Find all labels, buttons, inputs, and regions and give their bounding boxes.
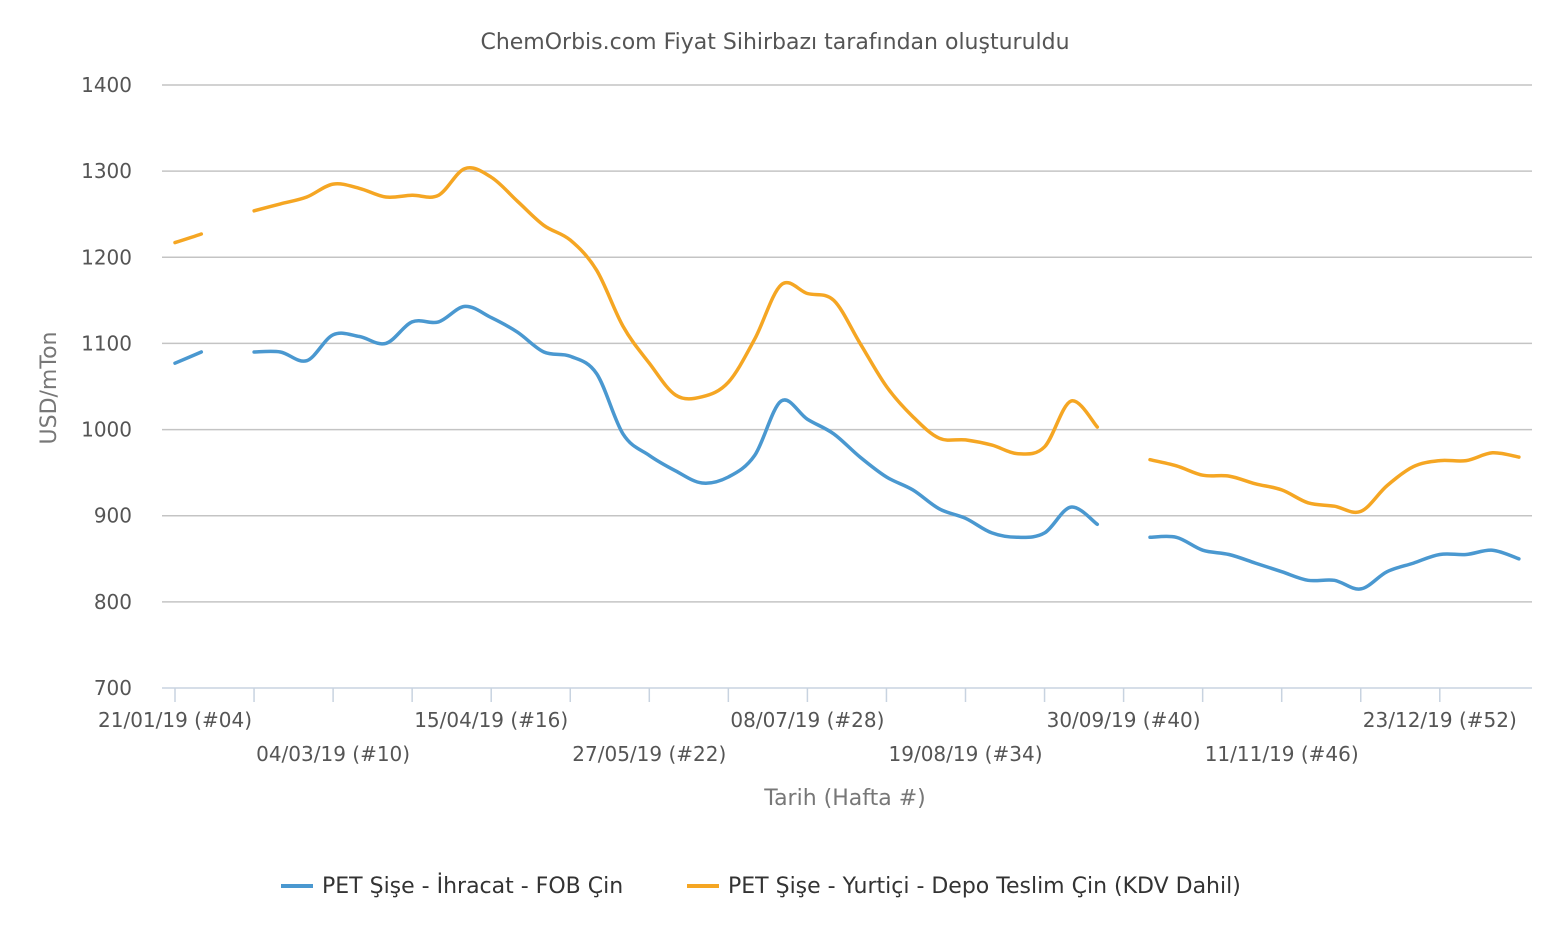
series-2-line — [1148, 451, 1521, 515]
series-1-line — [1148, 534, 1521, 591]
x-axis: 21/01/19 (#04)04/03/19 (#10)15/04/19 (#1… — [98, 687, 1532, 766]
x-tick-label: 04/03/19 (#10) — [256, 742, 410, 766]
x-tick-label: 15/04/19 (#16) — [414, 708, 568, 732]
y-tick-label: 1100 — [81, 331, 132, 355]
x-tick-label: 30/09/19 (#40) — [1047, 708, 1201, 732]
y-tick-label: 1200 — [81, 245, 132, 269]
x-tick-label: 21/01/19 (#04) — [98, 708, 252, 732]
y-axis-ticks: 700 800 900 1000 1100 1200 1300 1400 — [81, 73, 132, 700]
series-layer — [173, 166, 1521, 591]
y-tick-label: 900 — [94, 504, 132, 528]
x-tick-label: 11/11/19 (#46) — [1205, 742, 1359, 766]
legend-label: PET Şişe - Yurtiçi - Depo Teslim Çin (KD… — [728, 874, 1241, 899]
x-tick-label: 19/08/19 (#34) — [889, 742, 1043, 766]
y-axis-title: USD/mTon — [37, 332, 62, 445]
series-1-line — [252, 304, 1100, 540]
grid-lines — [162, 84, 1532, 603]
legend-item-1[interactable]: PET Şişe - İhracat - FOB Çin — [281, 873, 623, 899]
x-tick-label: 27/05/19 (#22) — [572, 742, 726, 766]
series-2 — [173, 166, 1521, 515]
x-axis-title: Tarih (Hafta #) — [763, 786, 925, 811]
y-tick-label: 1300 — [81, 159, 132, 183]
legend-item-2[interactable]: PET Şişe - Yurtiçi - Depo Teslim Çin (KD… — [687, 874, 1241, 899]
y-tick-label: 1000 — [81, 418, 132, 442]
series-2-line — [173, 232, 204, 245]
legend: PET Şişe - İhracat - FOB Çin PET Şişe - Y… — [281, 873, 1241, 899]
chart-subtitle: ChemOrbis.com Fiyat Sihirbazı tarafından… — [480, 30, 1069, 55]
legend-label: PET Şişe - İhracat - FOB Çin — [322, 873, 623, 899]
x-tick-label: 23/12/19 (#52) — [1363, 708, 1517, 732]
series-1-line — [173, 350, 204, 365]
series-1 — [173, 304, 1521, 591]
y-tick-label: 800 — [94, 590, 132, 614]
series-2-line — [252, 166, 1100, 456]
x-tick-label: 08/07/19 (#28) — [730, 708, 884, 732]
y-tick-label: 1400 — [81, 73, 132, 97]
y-tick-label: 700 — [94, 676, 132, 700]
